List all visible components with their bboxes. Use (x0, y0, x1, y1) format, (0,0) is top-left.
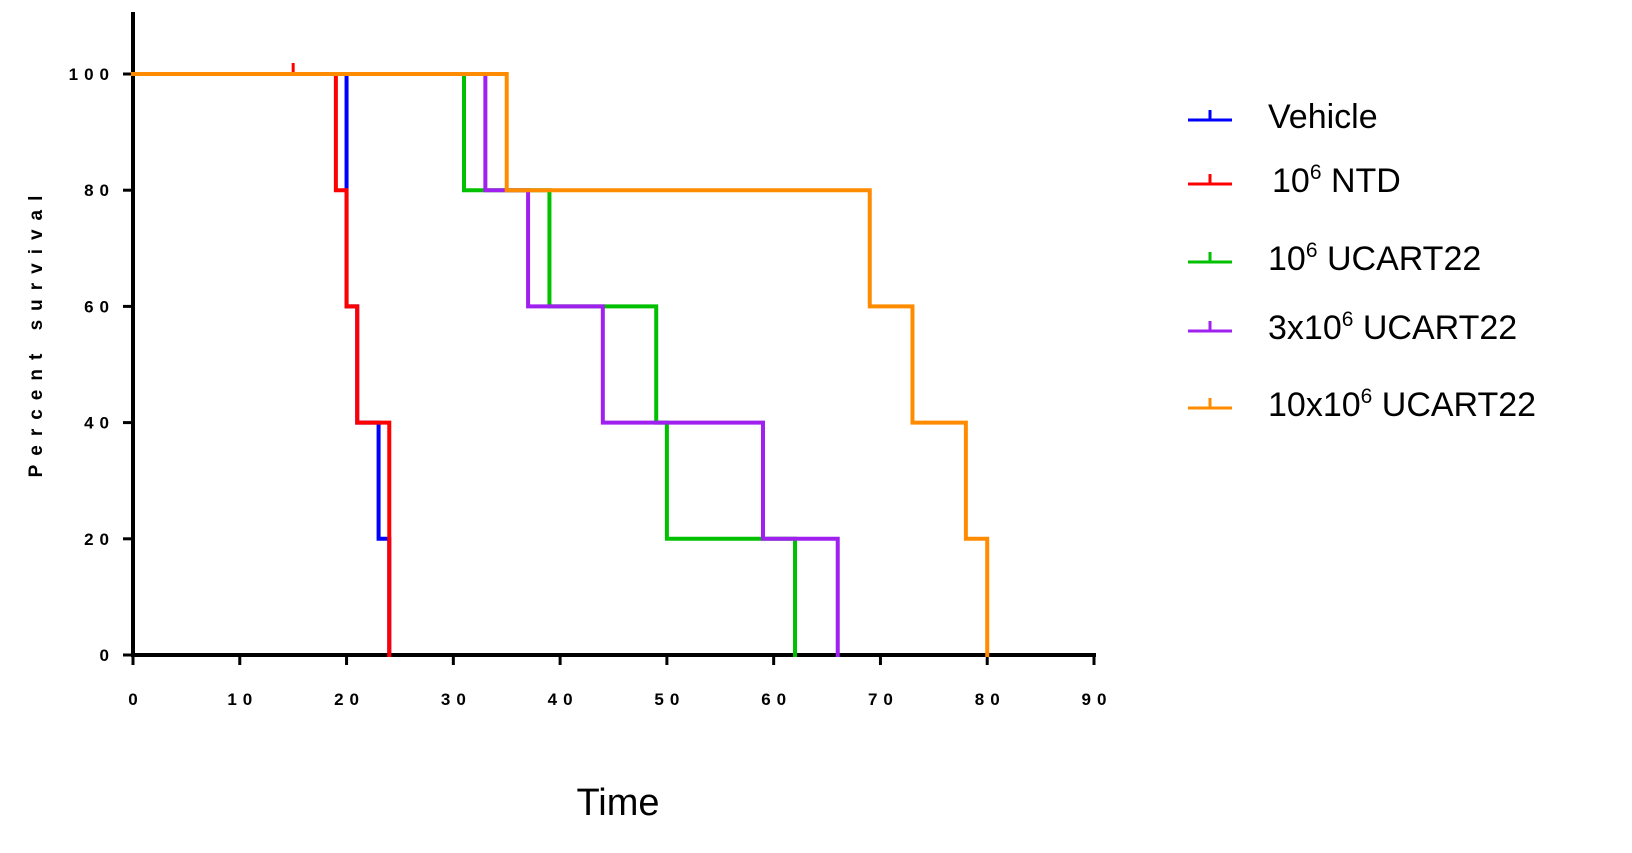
series-line-3 (131, 72, 840, 657)
x-tick-label: 60 (761, 690, 792, 709)
x-axis-title: Time (576, 782, 659, 824)
legend-label-part: UCART22 (1372, 386, 1536, 424)
legend-label-part: 6 (1342, 308, 1354, 331)
legend-label: 10x106 UCART22 (1268, 385, 1536, 424)
y-tick-label: 20 (84, 530, 115, 549)
legend-label-part: Vehicle (1268, 98, 1378, 136)
legend-label-part: 6 (1310, 161, 1322, 184)
x-tick-label: 50 (654, 690, 685, 709)
legend-item: 106 UCART22 (1188, 239, 1481, 278)
legend-item: 3x106 UCART22 (1188, 308, 1517, 347)
legend-label-part: 3x10 (1268, 309, 1342, 347)
series-line-1 (131, 72, 392, 657)
series-line-2 (131, 72, 798, 657)
series-line-4 (131, 72, 990, 657)
axes: 0 10 20 30 40 50 60 70 80 90 0 20 40 60 80 100 (69, 12, 1113, 709)
y-tick-label: 60 (84, 297, 115, 316)
y-axis-title: Percent survival (26, 187, 47, 478)
x-tick-label: 10 (227, 690, 258, 709)
legend-label-part: NTD (1322, 162, 1401, 200)
legend-label-part: 10 (1268, 240, 1306, 278)
x-tick-label: 90 (1082, 690, 1113, 709)
x-tick-label: 0 (128, 690, 143, 709)
legend-label-part: 6 (1361, 385, 1373, 408)
x-tick-label: 40 (548, 690, 579, 709)
y-tick-label: 0 (100, 646, 115, 665)
legend-label: 3x106 UCART22 (1268, 308, 1517, 347)
y-tick-label: 100 (69, 65, 115, 84)
x-tick-label: 30 (441, 690, 472, 709)
series-layer (131, 63, 990, 657)
x-tick-label: 20 (334, 690, 365, 709)
y-tick-label: 40 (84, 414, 115, 433)
legend-label-part: 6 (1306, 239, 1318, 262)
legend-label-part: 10 (1272, 162, 1310, 200)
legend-item: 10x106 UCART22 (1188, 385, 1536, 424)
x-tick-label: 70 (868, 690, 899, 709)
x-tick-label: 80 (975, 690, 1006, 709)
legend-item: Vehicle (1188, 98, 1378, 136)
legend-item: 106 NTD (1188, 161, 1401, 200)
legend-label-part: 10x10 (1268, 386, 1361, 424)
legend-label: 106 UCART22 (1268, 239, 1481, 278)
legend-label: 106 NTD (1272, 161, 1401, 200)
y-tick-label: 80 (84, 181, 115, 200)
legend-label: Vehicle (1268, 98, 1378, 136)
series-line-0 (131, 72, 392, 657)
legend-label-part: UCART22 (1353, 309, 1517, 347)
legend-label-part: UCART22 (1318, 240, 1482, 278)
